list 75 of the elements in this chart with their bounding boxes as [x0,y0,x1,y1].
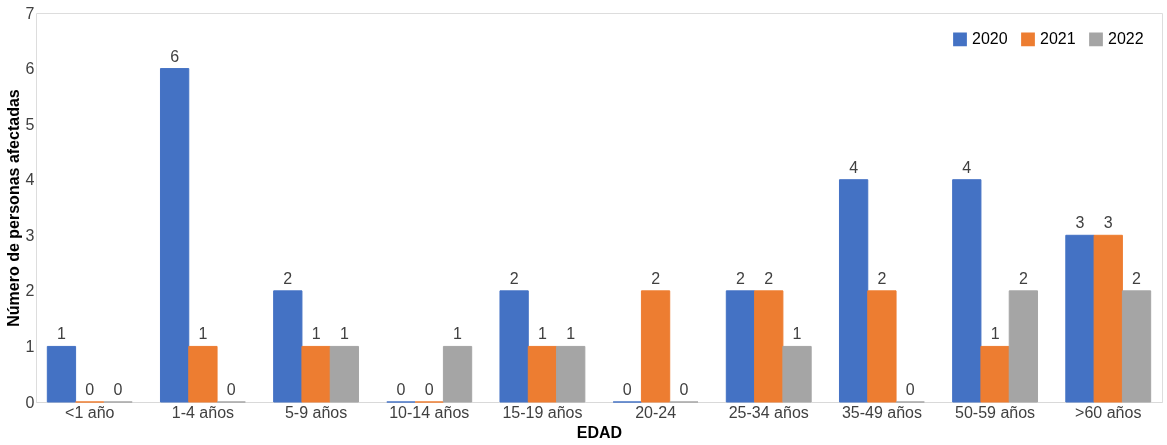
data-label: 2 [1132,269,1142,287]
x-tick-label: 5-9 años [284,403,348,421]
bar [1121,290,1152,403]
x-tick-label: >60 años [1075,403,1142,421]
y-tick-label: 0 [25,393,35,411]
data-label: 0 [113,381,123,398]
bar [442,345,473,403]
x-tick-label: <1 año [65,403,115,421]
bar [838,179,869,403]
x-tick-label: 25-34 años [728,403,809,421]
data-label: 1 [990,325,1000,343]
bar [556,345,586,403]
bar [782,345,812,403]
data-label: 2 [509,269,519,287]
bar [527,345,558,403]
y-tick-label: 4 [25,171,35,189]
bar [1093,234,1123,403]
bar [46,345,77,403]
bar [980,345,1010,403]
data-label: 2 [736,269,745,287]
bar [329,345,360,403]
data-label: 1 [339,325,349,343]
bar [952,179,982,403]
bar [188,345,218,403]
legend-label: 2020 [972,30,1008,48]
y-tick-label: 6 [25,60,35,78]
bar [159,68,190,403]
data-label: 0 [622,381,632,398]
x-tick-label: 20-24 [635,403,677,421]
bar [640,290,671,403]
x-tick-label: 50-59 años [955,403,1036,421]
data-label: 3 [1075,214,1085,232]
data-label: 1 [311,325,321,343]
data-label: 2 [764,269,774,287]
data-label: 0 [679,381,689,398]
data-label: 2 [651,269,661,287]
x-tick-label: 35-49 años [841,403,922,421]
data-label: 2 [1018,269,1028,287]
data-label: 3 [1103,214,1113,232]
data-label: 0 [85,381,95,398]
data-label: 1 [453,325,463,343]
y-tick-label: 7 [25,4,35,22]
data-label: 0 [424,381,434,398]
y-tick-label: 3 [25,226,35,244]
bar [754,290,784,403]
x-tick-label: 10-14 años [389,403,470,421]
y-tick-label: 2 [25,282,35,300]
legend-label: 2022 [1108,30,1144,48]
data-label: 6 [170,47,180,65]
data-label: 4 [849,158,859,176]
x-tick-label: 15-19 años [502,403,583,421]
data-label: 0 [396,381,406,398]
bar [867,290,897,403]
y-tick-label: 1 [25,337,35,355]
bar [1008,290,1039,403]
y-tick-label: 5 [25,115,35,133]
legend-label: 2021 [1040,30,1076,48]
data-label: 1 [57,325,67,343]
y-axis-title: Número de personas afectadas [4,89,22,327]
data-label: 0 [905,381,915,398]
bar [725,290,756,403]
data-label: 1 [566,325,576,343]
data-label: 1 [792,325,802,343]
bar [1065,234,1095,403]
data-label: 4 [962,158,972,176]
bar [499,290,529,403]
data-label: 0 [226,381,236,398]
bar [273,290,303,403]
data-label: 1 [198,325,208,343]
data-label: 2 [877,269,887,287]
data-label: 2 [283,269,293,287]
bar [301,345,331,403]
x-tick-label: 1-4 años [171,403,235,421]
x-axis-title: EDAD [576,423,623,441]
data-label: 1 [537,325,547,343]
